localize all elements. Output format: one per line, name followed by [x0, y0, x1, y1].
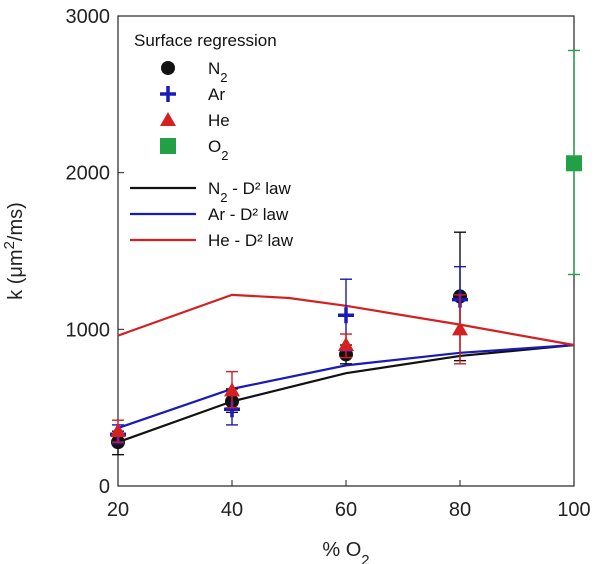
legend-title: Surface regression	[134, 31, 277, 50]
data-points	[110, 49, 582, 456]
point-he-0	[110, 423, 126, 438]
point-o2-0	[566, 155, 582, 172]
legend-label-o2-subscript: 2	[221, 148, 228, 163]
x-axis-label: % O2	[322, 539, 369, 564]
y-tick-label: 2000	[66, 163, 111, 185]
x-tick-label: 100	[557, 499, 590, 521]
legend-marker-he	[160, 112, 176, 126]
x-tick-label: 80	[449, 499, 471, 521]
legend-line-label-0-subscript: 2	[220, 190, 227, 205]
x-tick-label: 20	[107, 499, 129, 521]
point-he-2	[338, 337, 354, 351]
legend-marker-ar	[160, 86, 176, 102]
legend-line-label-2: He - D² law	[208, 231, 294, 250]
legend-label-o2: O2	[208, 137, 228, 163]
x-tick-label: 40	[221, 499, 243, 521]
line-ar-d-law	[117, 343, 575, 430]
point-he-3	[452, 321, 468, 336]
legend-label-n2: N2	[208, 59, 228, 85]
legend-line-label-1: Ar - D² law	[208, 205, 289, 224]
legend-label-n2-subscript: 2	[220, 70, 227, 85]
y-tick-label: 0	[99, 476, 110, 498]
legend-label-ar: Ar	[208, 85, 225, 104]
x-tick-label: 60	[335, 499, 357, 521]
x-axis-label-subscript: 2	[361, 552, 369, 564]
legend-marker-n2	[161, 61, 175, 75]
point-ar-2	[338, 307, 354, 324]
y-axis-label: k (μm2/ms)	[1, 202, 28, 300]
legend-line-label-0-suffix: - D² law	[228, 179, 292, 198]
y-axis-label-suffix: /ms)	[5, 202, 27, 241]
y-axis-label-superscript: 2	[1, 241, 18, 249]
plot-frame	[117, 15, 575, 487]
line-he-d-law	[117, 293, 575, 347]
y-tick-label: 3000	[66, 6, 111, 28]
legend-label-he: He	[208, 111, 230, 130]
plot-border	[117, 15, 575, 487]
legend-marker-o2	[160, 138, 176, 154]
line-n	[117, 343, 575, 444]
d2-law-lines	[117, 293, 575, 444]
y-tick-label: 1000	[66, 319, 111, 341]
point-he-1	[224, 382, 240, 397]
legend-line-label-0: N2 - D² law	[208, 179, 292, 205]
